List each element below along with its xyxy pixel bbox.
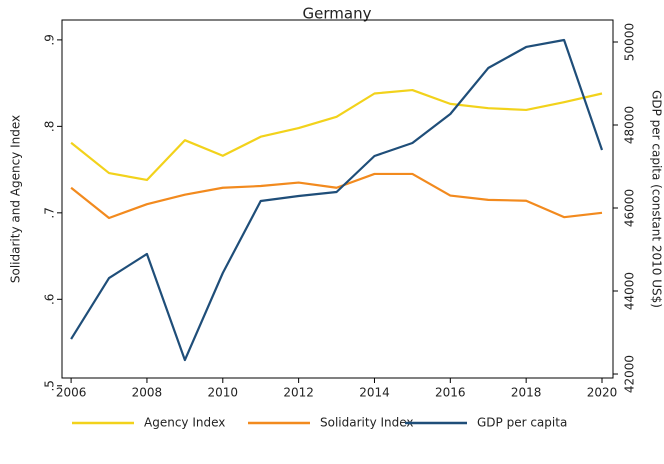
y-tick-label: .6: [43, 294, 57, 305]
x-tick-label: 2008: [132, 386, 163, 400]
y2-tick-label: 50000: [623, 23, 637, 61]
y-tick-label: .5: [43, 380, 57, 391]
series-line: [70, 88, 603, 182]
x-tick-label: 2010: [208, 386, 239, 400]
y-tick-label: .9: [43, 34, 57, 45]
series-line: [70, 172, 603, 220]
y2-axis-label: GDP per capita (constant 2010 US$): [650, 90, 664, 308]
x-tick-label: 2014: [359, 386, 390, 400]
legend-label: GDP per capita: [477, 416, 567, 430]
legend-label: Solidarity Index: [320, 416, 414, 430]
y2-tick-label: 44000: [623, 272, 637, 310]
chart-title: Germany: [303, 5, 372, 23]
x-tick-label: 2012: [283, 386, 314, 400]
x-tick-label: 2006: [56, 386, 87, 400]
x-tick-label: 2020: [587, 386, 618, 400]
legend-label: Agency Index: [144, 416, 225, 430]
y2-tick-label: 42000: [623, 355, 637, 393]
y-tick-label: .7: [43, 207, 57, 218]
y2-tick-label: 46000: [623, 189, 637, 227]
y-axis-label: Solidarity and Agency Index: [9, 115, 23, 283]
plot-frame: [61, 19, 614, 379]
x-tick-label: 2016: [435, 386, 466, 400]
y-tick-label: .8: [43, 121, 57, 132]
x-tick-label: 2018: [511, 386, 542, 400]
series-line: [70, 38, 604, 362]
y2-tick-label: 48000: [623, 106, 637, 144]
